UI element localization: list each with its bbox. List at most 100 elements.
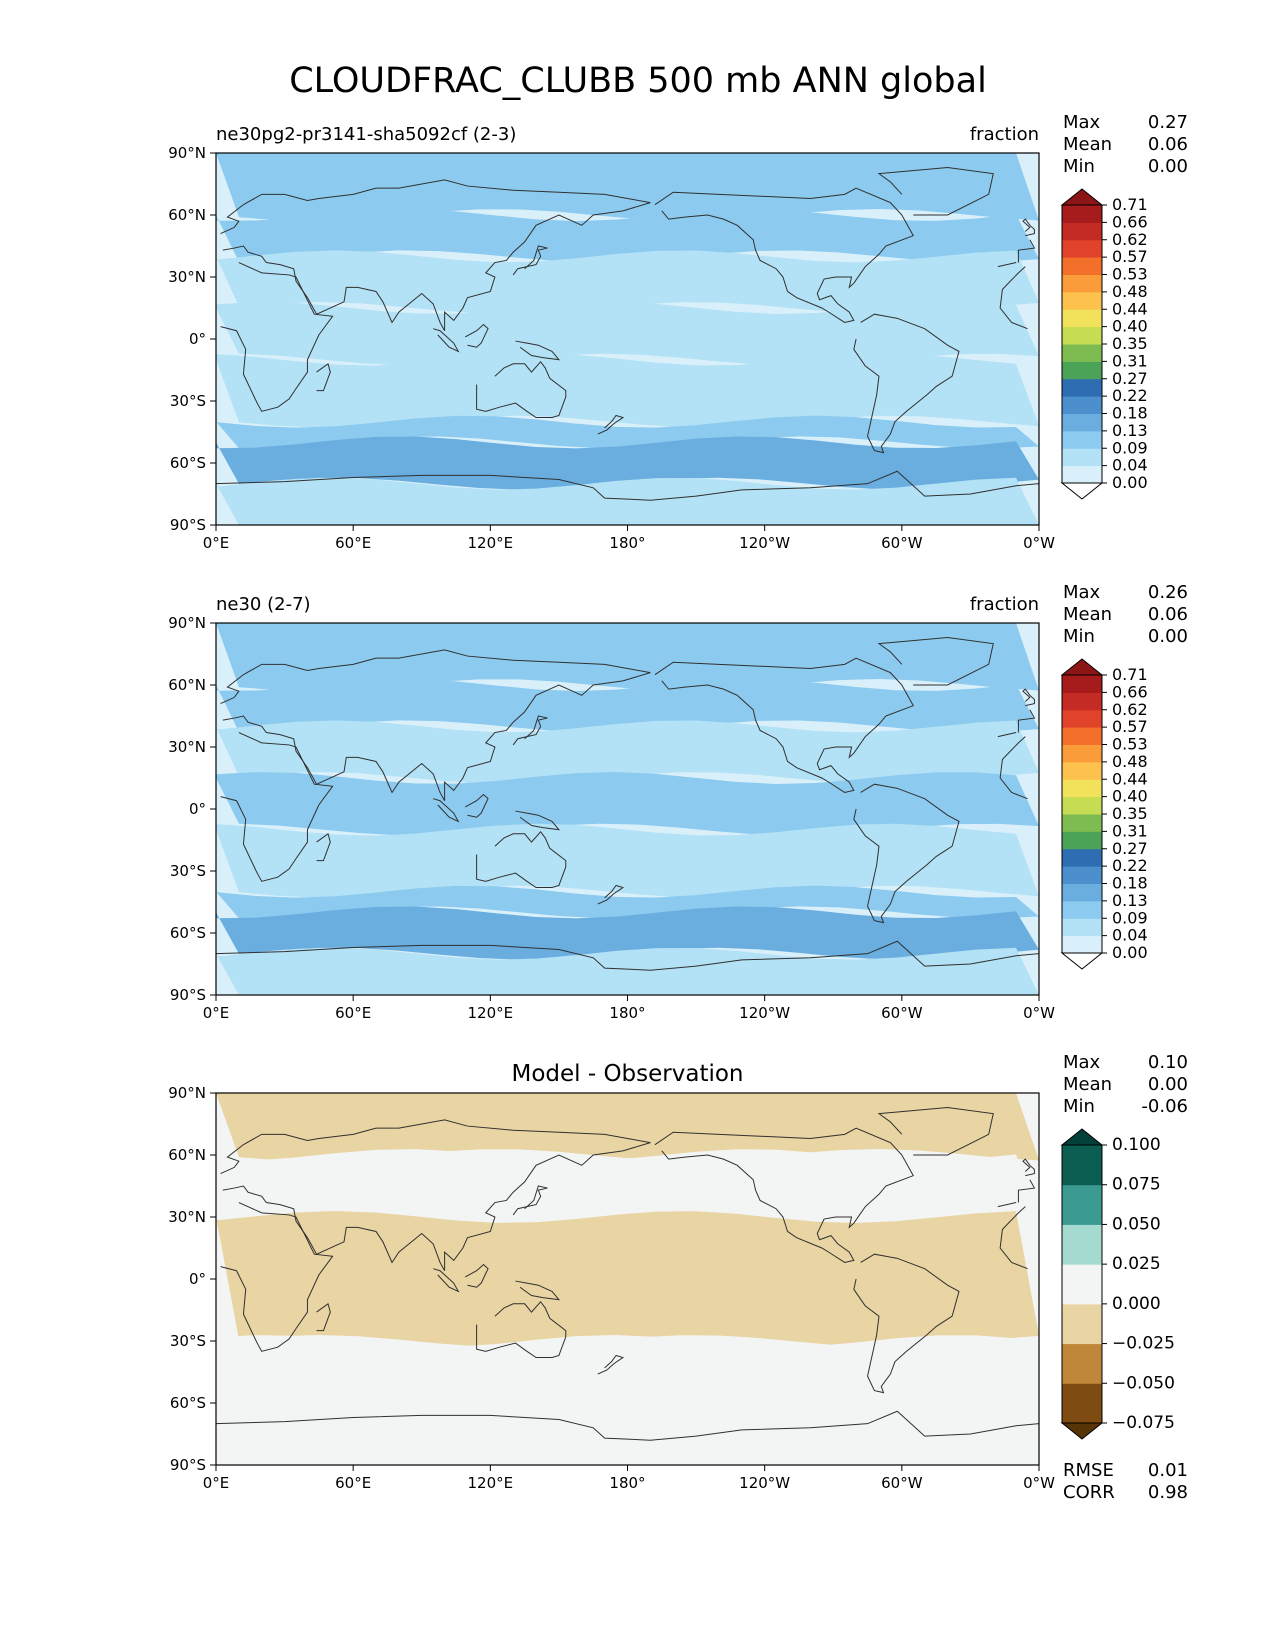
figure-title: CLOUDFRAC_CLUBB 500 mb ANN global [289, 61, 987, 101]
field-band [216, 353, 1039, 428]
stat-label: Min [1063, 1096, 1095, 1117]
coastline-australia [476, 830, 567, 889]
colorbar-tick-label: 0.40 [1112, 317, 1148, 336]
colorbar-bin [1062, 918, 1102, 937]
coastlines [216, 166, 1039, 525]
stat-label: RMSE [1063, 1460, 1114, 1481]
colorbar-tick-label: 0.000 [1112, 1294, 1161, 1314]
stat-value: 0.00 [1148, 626, 1188, 647]
colorbar-frame [1061, 1144, 1103, 1424]
colorbar-tick-label: 0.13 [1112, 421, 1148, 440]
colorbar-tick-label: 0.04 [1112, 456, 1148, 475]
coastline-new-zealand [597, 884, 625, 905]
colorbar-tick-label: 0.35 [1112, 334, 1148, 353]
colorbar-extend-high [1060, 1128, 1104, 1146]
colorbar-bin [1062, 396, 1102, 414]
coastline-madagascar [316, 832, 331, 862]
colorbar-tick-label: 0.57 [1112, 247, 1148, 266]
colorbar-tick-label: 0.62 [1112, 230, 1148, 249]
colorbar-tick-label: 0.66 [1112, 212, 1148, 231]
coastline-africa [220, 262, 1028, 412]
x-tick-label: 0°E [203, 1474, 230, 1492]
panel-title-center: Model - Observation [511, 1061, 743, 1087]
y-tick-label: 30°N [168, 738, 206, 756]
field-band [216, 153, 1039, 221]
map-panel-test: 0°E 60°E 120°E 180° 120°W 60°W 0°W 90°N 60°N 30°N… [168, 112, 1188, 552]
colorbar-bin [1062, 814, 1102, 832]
coastline-greenland [877, 166, 994, 216]
coastline-south-america [853, 313, 960, 454]
x-tick-label: 120°E [468, 1474, 514, 1492]
coastline-borneo [464, 1263, 489, 1288]
panel-title-right: fraction [970, 124, 1039, 145]
x-tick-label: 120°W [739, 1474, 790, 1492]
colorbar-tick-label: 0.00 [1112, 473, 1148, 492]
y-tick-label: 60°N [168, 1146, 206, 1164]
colorbar-tick-label: 0.025 [1112, 1254, 1161, 1274]
field-band [216, 209, 1039, 263]
colorbar-bin [1062, 866, 1102, 884]
coastline-borneo [464, 323, 489, 348]
y-tick-label: 30°S [170, 1332, 206, 1350]
colorbar-tick-label: 0.100 [1112, 1135, 1161, 1155]
colorbar-tick-label: 0.27 [1112, 839, 1148, 858]
colorbar-test: 0.000.040.090.130.180.220.270.310.350.40… [1060, 188, 1148, 500]
stat-label: Mean [1063, 134, 1112, 155]
coastline-new-guinea [515, 1280, 561, 1301]
field-reference [216, 623, 1039, 995]
colorbar-bin [1062, 309, 1102, 328]
colorbar-extend-low [1060, 952, 1104, 970]
y-tick-label: 0° [189, 800, 206, 818]
colorbar-bin [1062, 1383, 1102, 1424]
stat-label: Max [1063, 582, 1101, 603]
colorbar-tick-label: 0.44 [1112, 769, 1148, 788]
colorbar-tick-label: 0.62 [1112, 700, 1148, 719]
coastline-uk [1022, 1158, 1035, 1177]
colorbar-tick-label: 0.09 [1112, 438, 1148, 457]
field-band [216, 679, 1039, 733]
coastline-australia [476, 1300, 567, 1359]
stat-value: 0.00 [1148, 156, 1188, 177]
colorbar-bin [1062, 413, 1102, 432]
field-band [216, 906, 1039, 960]
colorbar-bin [1062, 205, 1102, 223]
colorbar-bin [1062, 831, 1102, 850]
stat-value: 0.98 [1148, 1482, 1188, 1503]
coastline-japan [512, 245, 548, 276]
stat-label: Min [1063, 626, 1095, 647]
colorbar-tick-label: 0.66 [1112, 682, 1148, 701]
colorbar-tick-label: 0.53 [1112, 735, 1148, 754]
field-band [216, 477, 1039, 525]
colorbar-bin [1062, 935, 1102, 954]
y-tick-label: 60°N [168, 676, 206, 694]
colorbar-tick-label: 0.71 [1112, 195, 1148, 214]
colorbar-bin [1062, 361, 1102, 380]
coastline-greenland [877, 1106, 994, 1156]
colorbar-bin [1062, 1303, 1102, 1345]
colorbar-bin [1062, 727, 1102, 745]
x-tick-label: 180° [609, 1474, 645, 1492]
y-tick-label: 90°S [170, 516, 206, 534]
stat-label: Mean [1063, 604, 1112, 625]
y-tick-label: 60°S [170, 1394, 206, 1412]
colorbar-bin [1062, 274, 1102, 293]
colorbar-bin [1062, 326, 1102, 345]
colorbar-bin [1062, 291, 1102, 310]
field-band [216, 1211, 1039, 1347]
x-tick-label: 120°E [468, 534, 514, 552]
colorbar-bin [1062, 1224, 1102, 1265]
x-tick-label: 120°E [468, 1004, 514, 1022]
x-tick-label: 120°W [739, 534, 790, 552]
coastline-sumatra [433, 798, 460, 823]
colorbar-extend-low [1060, 1422, 1104, 1440]
colorbar-bin [1062, 883, 1102, 902]
colorbar-bin [1062, 430, 1102, 449]
y-tick-label: 0° [189, 330, 206, 348]
field-band [216, 302, 1039, 366]
stat-label: CORR [1063, 1482, 1115, 1503]
y-tick-label: 30°N [168, 268, 206, 286]
colorbar-bin [1062, 779, 1102, 798]
colorbar-tick-label: 0.04 [1112, 926, 1148, 945]
colorbar-extend-low [1060, 482, 1104, 500]
